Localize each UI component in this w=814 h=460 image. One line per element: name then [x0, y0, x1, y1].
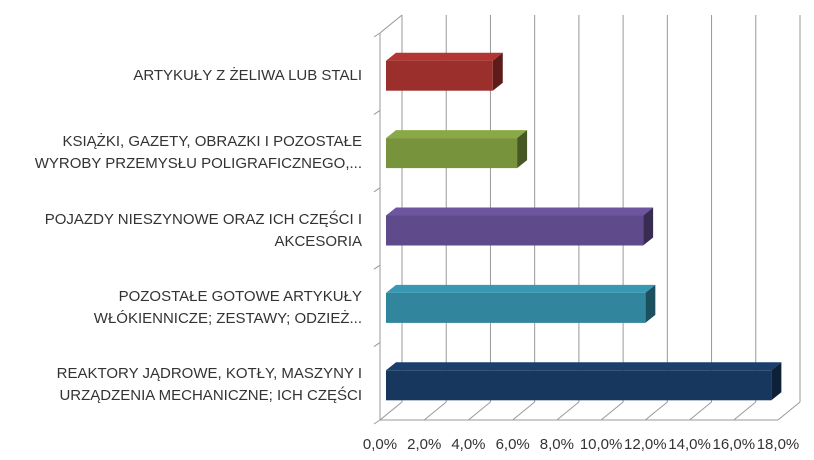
- bar-front: [386, 138, 518, 169]
- bar-front: [386, 292, 646, 323]
- x-tick-label: 4,0%: [451, 436, 485, 453]
- axis-tick: [373, 264, 381, 270]
- category-text: POZOSTAŁE GOTOWE ARTYKUŁY WŁÓKIENNICZE; …: [93, 287, 362, 327]
- bar-top: [386, 284, 656, 293]
- category-text: POJAZDY NIESZYNOWE ORAZ ICH CZĘŚCI I AKC…: [44, 210, 362, 250]
- bar-top: [386, 207, 654, 216]
- bar-top: [386, 130, 528, 139]
- grid-line: [512, 401, 535, 421]
- x-tick-label: 2,0%: [407, 436, 441, 453]
- bar: [386, 52, 503, 91]
- x-tick-label: 8,0%: [540, 436, 574, 453]
- y-tick-label: POZOSTAŁE GOTOWE ARTYKUŁY WŁÓKIENNICZE; …: [0, 278, 362, 338]
- grid-line: [379, 401, 403, 421]
- bar-front: [386, 215, 644, 246]
- bar-side: [492, 52, 503, 91]
- grid-line: [645, 401, 668, 421]
- x-tick-label: 12,0%: [624, 436, 667, 453]
- grid-line: [777, 401, 801, 421]
- bar: [386, 130, 528, 169]
- axis-tick: [373, 187, 381, 193]
- y-tick-label: KSIĄŻKI, GAZETY, OBRAZKI I POZOSTAŁE WYR…: [0, 123, 362, 183]
- bar-side: [517, 130, 528, 169]
- x-tick-label: 6,0%: [496, 436, 530, 453]
- grid-line: [689, 401, 712, 421]
- x-tick-label: 0,0%: [363, 436, 397, 453]
- x-tick-label: 16,0%: [713, 436, 756, 453]
- bar-side: [643, 207, 654, 246]
- grid-line: [556, 401, 580, 421]
- x-tick-label: 14,0%: [668, 436, 711, 453]
- category-text: KSIĄŻKI, GAZETY, OBRAZKI I POZOSTAŁE WYR…: [34, 133, 362, 173]
- grid-line: [423, 401, 447, 421]
- bar-top: [386, 362, 782, 371]
- y-tick-label: POJAZDY NIESZYNOWE ORAZ ICH CZĘŚCI I AKC…: [0, 201, 362, 261]
- grid-line: [733, 401, 757, 421]
- bar-top: [386, 52, 503, 61]
- grid-line: [468, 401, 491, 421]
- category-text: REAKTORY JĄDROWE, KOTŁY, MASZYNY I URZĄD…: [56, 365, 362, 405]
- x-tick-label: 18,0%: [757, 436, 800, 453]
- axis-tick: [373, 419, 381, 425]
- bar-front: [386, 370, 772, 401]
- axis-tick: [373, 342, 381, 348]
- bar-front: [386, 60, 493, 91]
- grid-line: [600, 401, 624, 421]
- bar: [386, 207, 654, 246]
- y-tick-label: REAKTORY JĄDROWE, KOTŁY, MASZYNY I URZĄD…: [0, 355, 362, 415]
- axis-line: [379, 14, 403, 34]
- axis-tick: [373, 109, 381, 115]
- category-text: ARTYKUŁY Z ŻELIWA LUB STALI: [133, 66, 362, 84]
- bar: [386, 284, 656, 323]
- y-tick-label: ARTYKUŁY Z ŻELIWA LUB STALI: [0, 46, 362, 106]
- bar: [386, 362, 782, 401]
- x-tick-label: 10,0%: [580, 436, 623, 453]
- axis-tick: [373, 32, 381, 38]
- bar-side: [645, 284, 656, 323]
- bar-side: [771, 362, 782, 401]
